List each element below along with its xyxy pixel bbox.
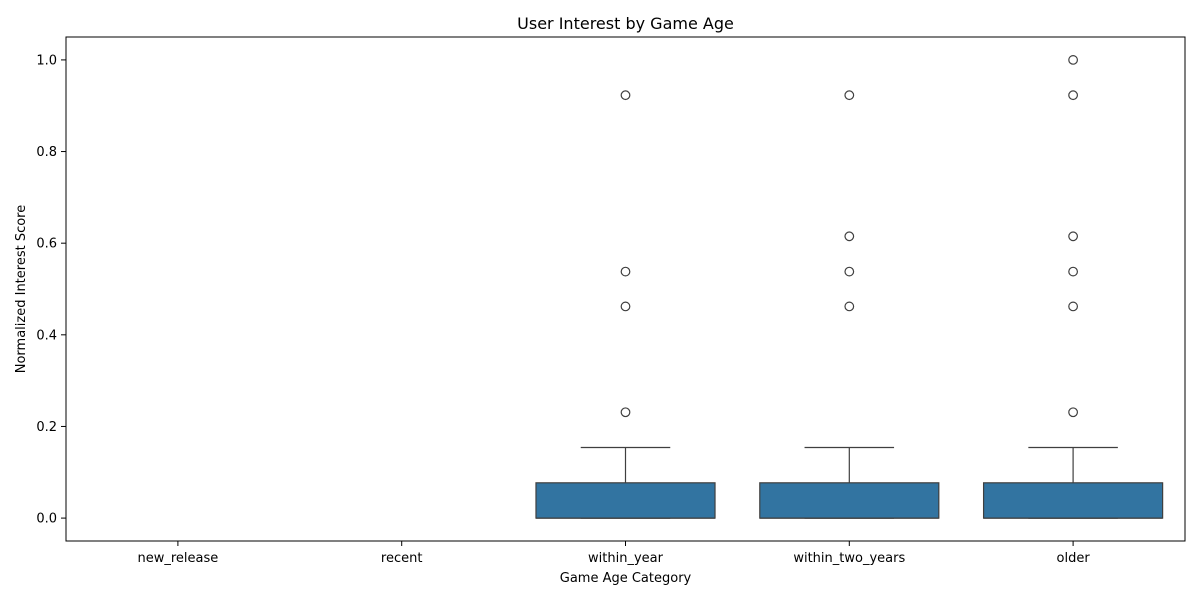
outlier-point	[844, 90, 855, 101]
outlier-point	[1068, 55, 1078, 65]
x-tick-label: new_release	[138, 551, 219, 566]
x-axis-label: Game Age Category	[560, 571, 692, 586]
outlier-point	[1068, 266, 1078, 277]
outlier-point	[620, 266, 631, 277]
box-group-within_year	[535, 90, 716, 519]
x-axis: new_release recent within_year within_two_y…	[138, 541, 1091, 566]
x-tick-label: within_year	[588, 551, 664, 566]
box-group-within_two_years	[759, 90, 940, 519]
y-tick-label: 0.2	[36, 420, 57, 435]
outlier-point	[1068, 301, 1078, 312]
x-tick-label: within_two_years	[793, 551, 905, 566]
y-tick-label: 1.0	[36, 53, 57, 68]
outlier-point	[620, 407, 631, 418]
box-iqr	[759, 482, 940, 519]
box-iqr	[535, 482, 716, 519]
x-tick-label: recent	[381, 551, 423, 566]
box-iqr	[982, 482, 1164, 519]
y-tick-label: 0.0	[36, 512, 57, 527]
outlier-point	[844, 266, 855, 277]
plot-area	[535, 55, 1164, 519]
outlier-point	[844, 231, 855, 242]
y-axis-label: Normalized Interest Score	[14, 205, 29, 374]
y-tick-label: 0.4	[36, 328, 57, 343]
y-tick-label: 0.6	[36, 237, 57, 252]
outlier-point	[1068, 407, 1078, 418]
box-group-older	[982, 55, 1164, 519]
outlier-point	[1068, 90, 1078, 101]
x-tick-label: older	[1057, 551, 1091, 566]
y-axis: 0.0 0.2 0.4 0.6 0.8 1.0	[36, 53, 66, 527]
outlier-point	[620, 90, 631, 101]
outlier-point	[844, 301, 855, 312]
chart-title: User Interest by Game Age	[517, 14, 734, 33]
y-tick-label: 0.8	[36, 145, 57, 160]
outlier-point	[1068, 231, 1078, 242]
outlier-point	[620, 301, 631, 312]
